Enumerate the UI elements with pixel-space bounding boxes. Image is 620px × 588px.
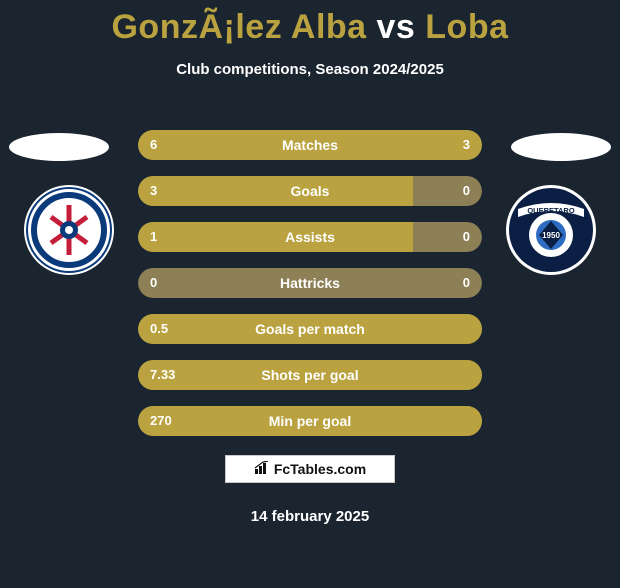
stat-row: 7.33Shots per goal (138, 360, 482, 390)
page-title: GonzÃ¡lez Alba vs Loba (0, 8, 620, 47)
stat-label: Assists (138, 222, 482, 252)
stat-row: 1Assists0 (138, 222, 482, 252)
stat-value-right: 0 (463, 222, 470, 252)
chart-icon (254, 461, 270, 478)
stat-row: 270Min per goal (138, 406, 482, 436)
title-player-2: Loba (425, 8, 508, 46)
watermark-text: FcTables.com (274, 461, 366, 477)
country-flag-right (511, 133, 611, 161)
stat-value-right: 3 (463, 130, 470, 160)
stat-label: Goals per match (138, 314, 482, 344)
stat-row: 3Goals0 (138, 176, 482, 206)
stat-label: Shots per goal (138, 360, 482, 390)
stat-value-right: 0 (463, 176, 470, 206)
stats-panel: 6Matches33Goals01Assists00Hattricks00.5G… (138, 130, 482, 452)
title-player-1: GonzÃ¡lez Alba (111, 8, 366, 46)
club-crest-left-svg (26, 187, 112, 273)
stat-label: Hattricks (138, 268, 482, 298)
stat-label: Goals (138, 176, 482, 206)
date: 14 february 2025 (0, 508, 620, 525)
stat-row: 6Matches3 (138, 130, 482, 160)
watermark: FcTables.com (225, 455, 395, 483)
crest-right-year: 1950 (542, 231, 560, 240)
club-crest-right: QUERETARO 1950 (506, 185, 596, 275)
stat-row: 0Hattricks0 (138, 268, 482, 298)
stat-value-right: 0 (463, 268, 470, 298)
country-flag-left (9, 133, 109, 161)
subtitle: Club competitions, Season 2024/2025 (0, 61, 620, 78)
club-crest-right-svg: QUERETARO 1950 (508, 187, 594, 273)
stat-label: Min per goal (138, 406, 482, 436)
club-crest-left (24, 185, 114, 275)
stat-row: 0.5Goals per match (138, 314, 482, 344)
title-vs: vs (377, 8, 426, 46)
stat-label: Matches (138, 130, 482, 160)
